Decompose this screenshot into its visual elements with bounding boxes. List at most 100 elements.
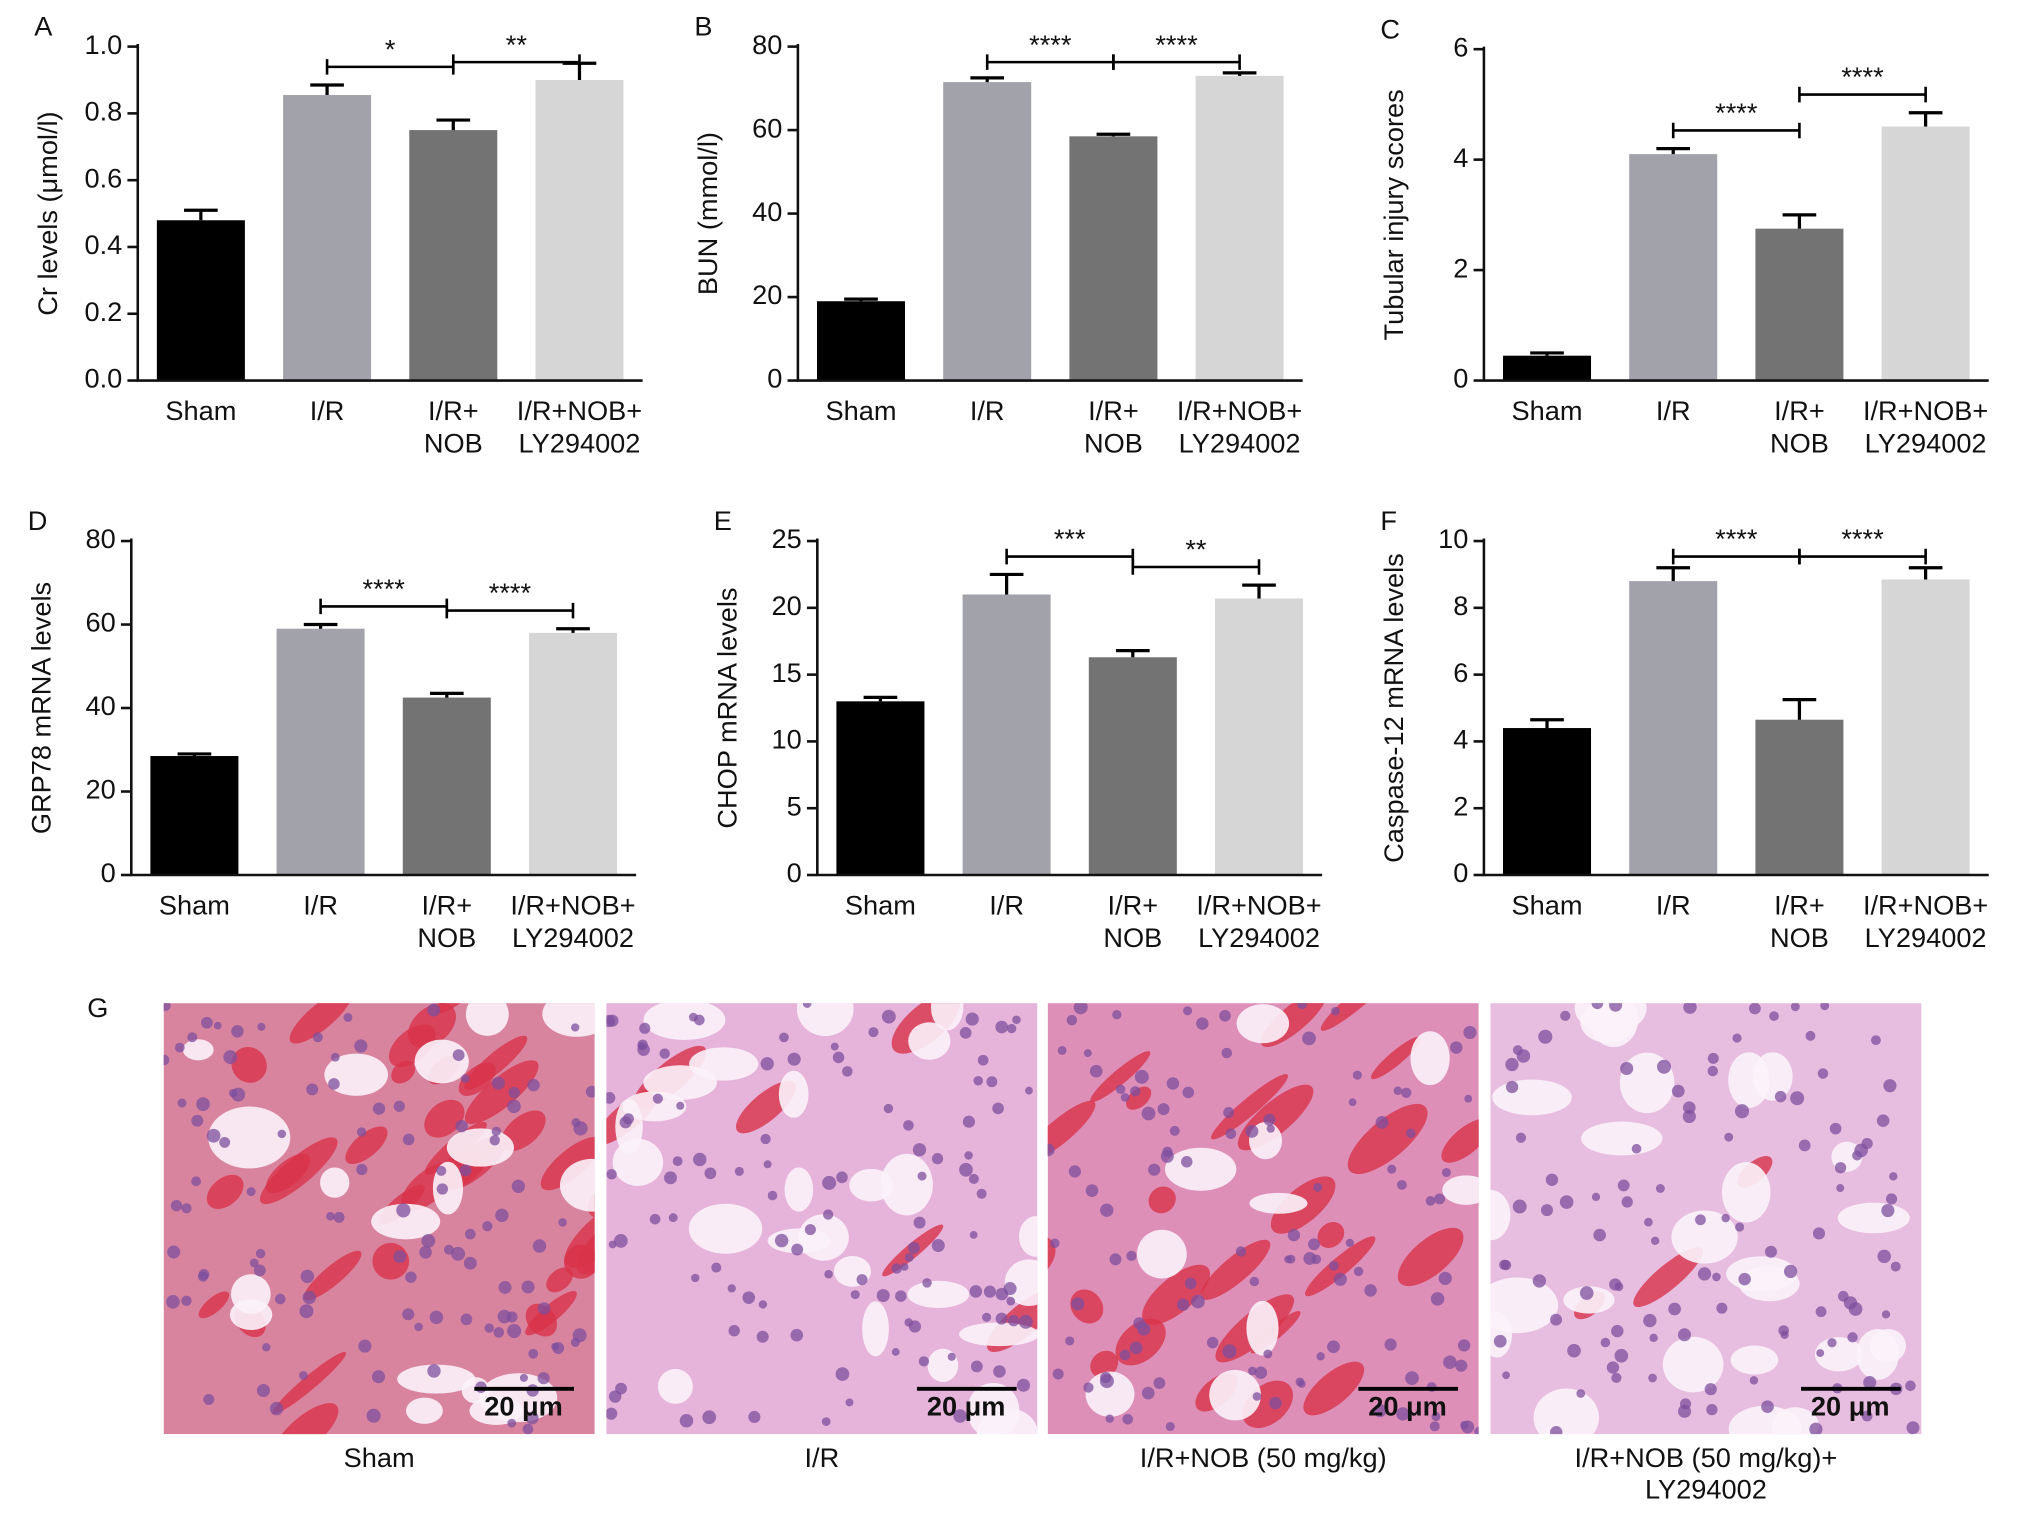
- x-tick-label: Sham: [1512, 890, 1583, 921]
- y-tick-label: 25: [772, 523, 802, 554]
- tissue-texture: [253, 1264, 266, 1277]
- tissue-texture: [1512, 1199, 1527, 1214]
- tissue-texture: [1643, 1313, 1657, 1328]
- tissue-texture: [1863, 1375, 1877, 1390]
- error-bar: [1782, 213, 1817, 229]
- tissue-texture: [1047, 1143, 1055, 1157]
- tissue-texture: [1852, 1150, 1863, 1161]
- tissue-texture: [1678, 1404, 1692, 1418]
- tissue-texture: [182, 1039, 214, 1061]
- y-tick-label: 15: [772, 657, 802, 688]
- error-bar: [429, 691, 464, 698]
- tissue-texture: [1441, 1118, 1479, 1163]
- tissue-texture: [1296, 1003, 1308, 1010]
- bar: [156, 220, 245, 381]
- panel-label: G: [87, 992, 108, 1023]
- tissue-texture: [779, 1032, 789, 1043]
- tissue-texture: [1752, 1052, 1793, 1101]
- tissue-texture: [1177, 1298, 1190, 1311]
- tissue-texture: [320, 1167, 350, 1198]
- significance-label: *: [385, 34, 396, 65]
- tissue-texture: [464, 1228, 476, 1240]
- tissue-texture: [760, 1057, 774, 1071]
- tissue-texture: [1707, 1052, 1719, 1064]
- tissue-texture: [1533, 1388, 1599, 1435]
- tissue-texture: [1450, 1041, 1463, 1054]
- tissue-texture: [1223, 1106, 1235, 1118]
- significance-label: ****: [1841, 61, 1884, 92]
- tissue-texture: [982, 1312, 992, 1322]
- tissue-texture: [1677, 1328, 1691, 1342]
- tissue-texture: [918, 1356, 930, 1367]
- tissue-texture: [1805, 1030, 1816, 1041]
- tissue-texture: [1320, 1003, 1393, 1031]
- tissue-texture: [622, 1113, 634, 1125]
- tissue-texture: [455, 1119, 468, 1133]
- tissue-texture: [1252, 1392, 1262, 1401]
- tissue-texture: [1025, 1086, 1033, 1095]
- tissue-texture: [208, 1106, 291, 1169]
- tissue-texture: [1165, 1147, 1237, 1191]
- significance-bracket: [1798, 86, 1927, 103]
- tissue-texture: [1614, 1348, 1629, 1363]
- tissue-texture: [606, 1407, 618, 1420]
- tissue-texture: [429, 1310, 444, 1325]
- tissue-texture: [657, 1368, 693, 1404]
- tissue-texture: [1438, 1271, 1452, 1285]
- tissue-texture: [891, 1348, 900, 1356]
- error-bar: [1908, 566, 1943, 580]
- tissue-texture: [1371, 1036, 1422, 1080]
- bar: [1755, 719, 1844, 875]
- tissue-texture: [585, 1085, 595, 1098]
- tissue-texture: [191, 1176, 201, 1187]
- tissue-texture: [1373, 1403, 1387, 1418]
- scale-bar-label: 20 μm: [484, 1390, 563, 1421]
- bar: [276, 628, 365, 875]
- y-tick-label: 0: [101, 857, 116, 888]
- bar: [150, 756, 239, 875]
- tissue-texture: [1890, 1261, 1901, 1272]
- tissue-texture: [187, 1032, 198, 1043]
- tissue-texture: [1090, 1350, 1119, 1378]
- tissue-texture: [1196, 1017, 1209, 1030]
- tissue-texture: [525, 1411, 539, 1425]
- panel-label: C: [1380, 13, 1400, 44]
- error-bar: [1656, 566, 1691, 582]
- tissue-texture: [1505, 1057, 1519, 1072]
- tissue-texture: [1184, 1277, 1197, 1290]
- tissue-texture: [414, 1039, 469, 1084]
- tissue-texture: [822, 1209, 834, 1220]
- tissue-texture: [1769, 1011, 1779, 1021]
- tissue-texture: [272, 1351, 347, 1415]
- scale-bar-label: 20 μm: [1811, 1390, 1890, 1421]
- bar: [1881, 126, 1970, 381]
- tissue-texture: [1457, 1339, 1471, 1352]
- significance-label: **: [1185, 534, 1207, 565]
- tissue-texture: [181, 1295, 192, 1307]
- tissue-texture: [461, 1074, 470, 1083]
- tissue-texture: [1248, 1366, 1257, 1376]
- tissue-texture: [1798, 1139, 1811, 1152]
- tissue-texture: [1347, 1103, 1428, 1175]
- tissue-texture: [181, 1203, 192, 1214]
- tissue-texture: [427, 1364, 441, 1378]
- tissue-texture: [537, 1372, 550, 1385]
- tissue-texture: [917, 1171, 927, 1181]
- error-bar: [863, 695, 898, 702]
- error-bar: [310, 83, 344, 96]
- significance-label: ***: [1054, 523, 1086, 554]
- bar: [409, 130, 498, 381]
- tissue-texture: [532, 1239, 547, 1253]
- tissue-texture: [564, 1195, 595, 1268]
- error-bar: [989, 572, 1024, 595]
- tissue-texture: [1697, 1267, 1712, 1281]
- tissue-texture: [668, 1213, 678, 1223]
- tissue-texture: [421, 1234, 436, 1248]
- tissue-texture: [67, 1141, 136, 1203]
- y-tick-label: 40: [752, 196, 782, 227]
- tissue-texture: [558, 1218, 567, 1227]
- significance-label: ****: [1841, 523, 1884, 554]
- tissue-texture: [507, 1418, 517, 1428]
- tissue-texture: [1297, 1379, 1306, 1388]
- tissue-texture: [1545, 1173, 1559, 1186]
